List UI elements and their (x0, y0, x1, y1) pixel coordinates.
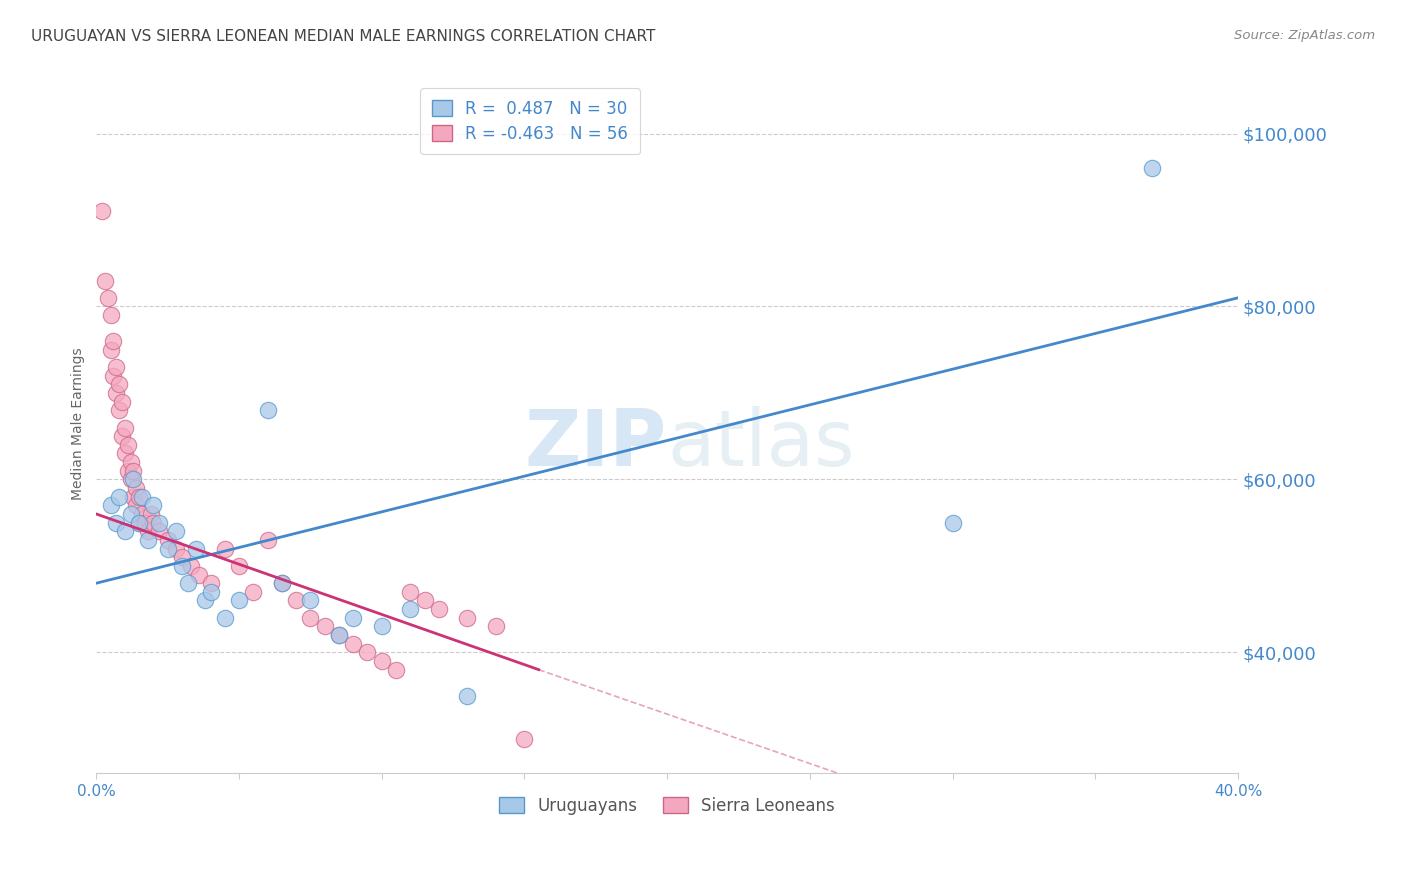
Point (125, 481, 148, 495)
Point (256, 403, 278, 417)
Point (385, 663, 408, 677)
Point (513, 731, 536, 746)
Text: URUGUAYAN VS SIERRA LEONEAN MEDIAN MALE EARNINGS CORRELATION CHART: URUGUAYAN VS SIERRA LEONEAN MEDIAN MALE … (31, 29, 655, 45)
Point (170, 550, 193, 565)
Point (371, 654, 394, 668)
Point (128, 516, 150, 530)
Point (120, 472, 142, 486)
Point (299, 593, 322, 607)
Point (136, 533, 159, 547)
Point (122, 490, 145, 504)
Point (105, 359, 128, 374)
Text: Source: ZipAtlas.com: Source: ZipAtlas.com (1234, 29, 1375, 43)
Point (103, 368, 125, 383)
Point (214, 541, 236, 556)
Text: ZIP: ZIP (524, 406, 668, 483)
Point (122, 472, 145, 486)
Point (142, 516, 165, 530)
Point (200, 576, 222, 591)
Point (485, 619, 508, 633)
Point (328, 628, 350, 642)
Point (114, 420, 136, 434)
Text: atlas: atlas (668, 406, 855, 483)
Point (103, 334, 125, 348)
Point (91, 204, 114, 219)
Point (97, 291, 120, 305)
Point (117, 438, 139, 452)
Point (299, 611, 322, 625)
Point (200, 584, 222, 599)
Point (456, 611, 478, 625)
Point (148, 524, 170, 539)
Point (399, 602, 422, 616)
Point (270, 576, 292, 591)
Point (131, 507, 153, 521)
Point (105, 386, 128, 401)
Point (165, 541, 187, 556)
Point (170, 558, 193, 573)
Point (194, 593, 217, 607)
Point (148, 516, 170, 530)
Point (356, 645, 378, 659)
Point (427, 602, 450, 616)
Point (139, 507, 162, 521)
Point (120, 455, 142, 469)
Point (399, 584, 422, 599)
Point (114, 446, 136, 460)
Point (100, 499, 122, 513)
Point (156, 533, 179, 547)
Point (108, 377, 131, 392)
Point (242, 584, 264, 599)
Point (128, 490, 150, 504)
Point (120, 507, 142, 521)
Point (134, 516, 156, 530)
Point (270, 576, 292, 591)
Point (180, 558, 202, 573)
Point (100, 343, 122, 357)
Point (328, 628, 350, 642)
Point (228, 558, 250, 573)
Point (228, 593, 250, 607)
Point (108, 403, 131, 417)
Point (100, 308, 122, 322)
Point (1142, 161, 1164, 175)
Point (125, 499, 148, 513)
Point (94, 273, 117, 287)
Point (117, 464, 139, 478)
Point (142, 499, 165, 513)
Point (131, 490, 153, 504)
Point (136, 524, 159, 539)
Point (413, 593, 436, 607)
Point (111, 429, 134, 443)
Point (165, 524, 187, 539)
Point (114, 524, 136, 539)
Point (314, 619, 336, 633)
Point (456, 689, 478, 703)
Point (122, 464, 145, 478)
Point (371, 619, 394, 633)
Legend: Uruguayans, Sierra Leoneans: Uruguayans, Sierra Leoneans (489, 787, 845, 824)
Point (188, 567, 211, 582)
Point (156, 541, 179, 556)
Point (214, 611, 236, 625)
Point (128, 516, 150, 530)
Point (342, 611, 364, 625)
Y-axis label: Median Male Earnings: Median Male Earnings (72, 347, 86, 500)
Point (111, 394, 134, 409)
Point (942, 516, 965, 530)
Point (256, 533, 278, 547)
Point (176, 576, 198, 591)
Point (342, 637, 364, 651)
Point (186, 541, 208, 556)
Point (108, 490, 131, 504)
Point (285, 593, 308, 607)
Point (105, 516, 128, 530)
